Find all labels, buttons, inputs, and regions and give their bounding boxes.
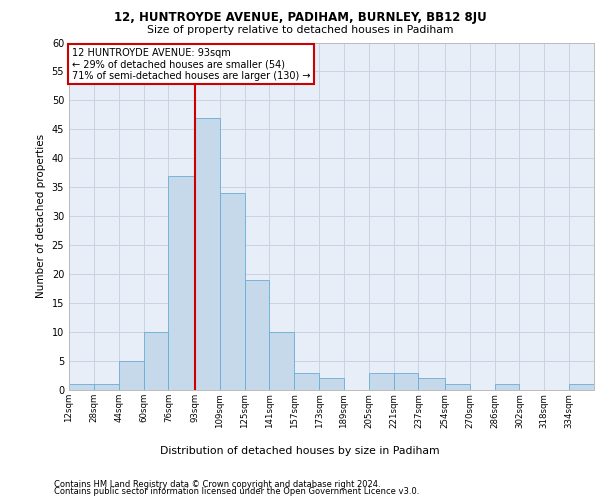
Bar [94, 384, 119, 390]
Bar [494, 384, 520, 390]
Bar [195, 118, 220, 390]
Bar [294, 372, 319, 390]
Bar [169, 176, 195, 390]
Bar [69, 384, 94, 390]
Bar [143, 332, 169, 390]
Text: Size of property relative to detached houses in Padiham: Size of property relative to detached ho… [147, 25, 453, 35]
Bar [119, 361, 143, 390]
Y-axis label: Number of detached properties: Number of detached properties [36, 134, 46, 298]
Text: Contains public sector information licensed under the Open Government Licence v3: Contains public sector information licen… [54, 488, 419, 496]
Text: Contains HM Land Registry data © Crown copyright and database right 2024.: Contains HM Land Registry data © Crown c… [54, 480, 380, 489]
Bar [269, 332, 294, 390]
Bar [245, 280, 269, 390]
Text: Distribution of detached houses by size in Padiham: Distribution of detached houses by size … [160, 446, 440, 456]
Bar [569, 384, 594, 390]
Bar [220, 193, 245, 390]
Text: 12, HUNTROYDE AVENUE, PADIHAM, BURNLEY, BB12 8JU: 12, HUNTROYDE AVENUE, PADIHAM, BURNLEY, … [113, 12, 487, 24]
Bar [445, 384, 470, 390]
Bar [418, 378, 445, 390]
Bar [369, 372, 394, 390]
Text: 12 HUNTROYDE AVENUE: 93sqm
← 29% of detached houses are smaller (54)
71% of semi: 12 HUNTROYDE AVENUE: 93sqm ← 29% of deta… [71, 48, 310, 81]
Bar [319, 378, 344, 390]
Bar [394, 372, 418, 390]
